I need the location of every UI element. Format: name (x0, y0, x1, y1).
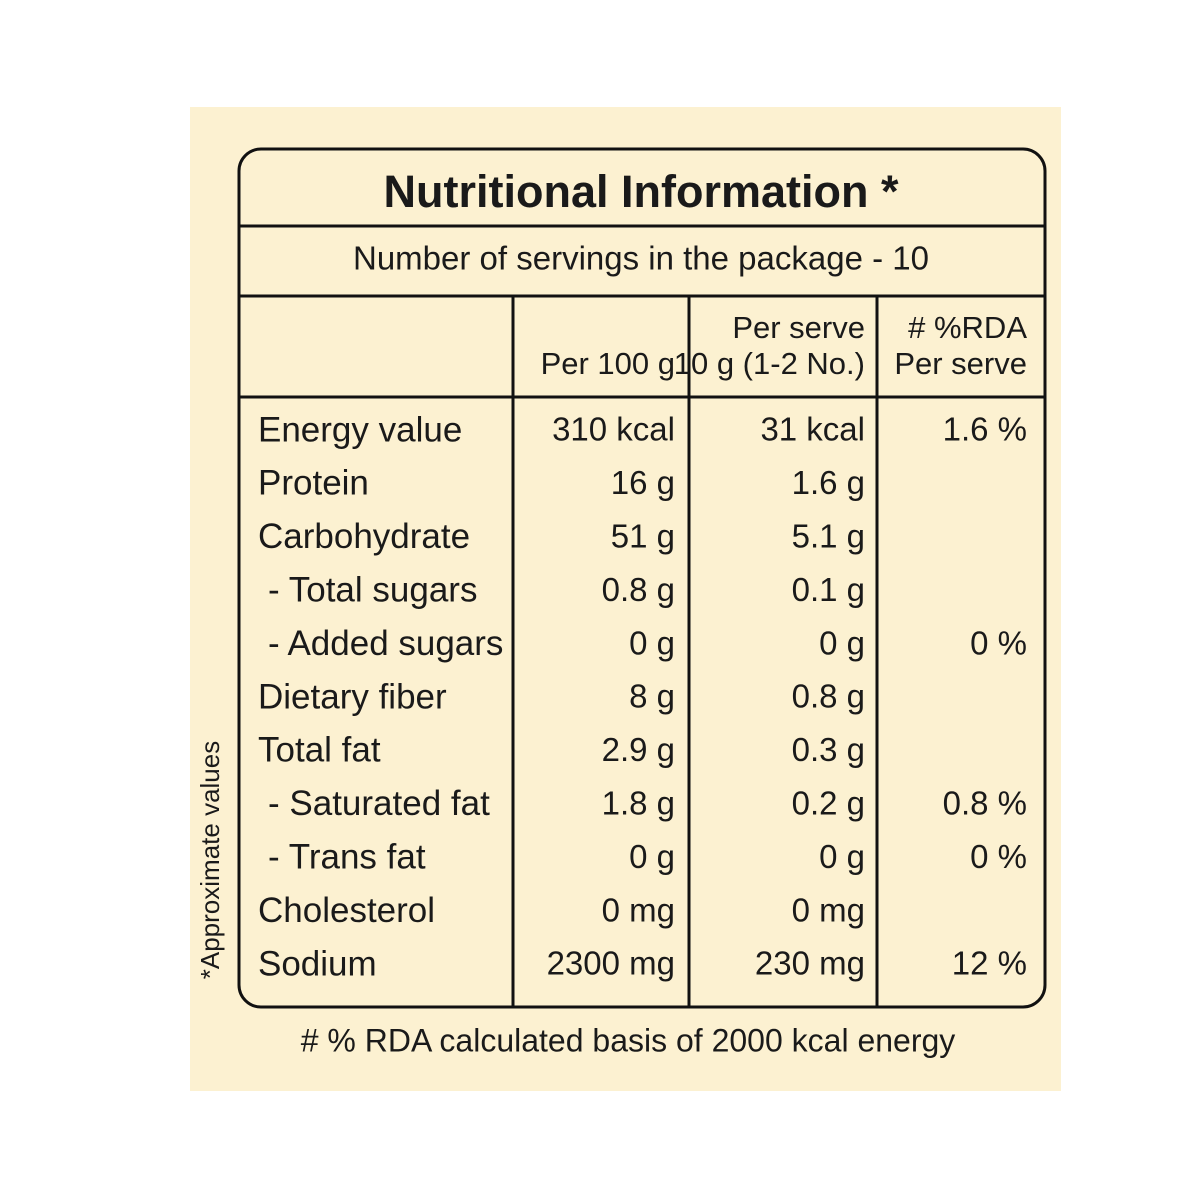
row-value: 310 kcal (552, 411, 675, 448)
row-value: 5.1 g (792, 518, 865, 555)
row-label: Energy value (258, 410, 462, 449)
row-value: 0 g (629, 838, 675, 875)
column-header: # %RDA (908, 310, 1027, 345)
column-header: Per 100 g (541, 346, 675, 381)
row-label: Cholesterol (258, 891, 435, 930)
row-value: 8 g (629, 678, 675, 715)
row-value: 2.9 g (602, 731, 675, 768)
row-value: 0.8 % (943, 785, 1027, 822)
row-label: - Added sugars (268, 624, 503, 663)
row-value: 0 % (970, 838, 1027, 875)
row-label: - Saturated fat (268, 784, 490, 823)
row-value: 0.2 g (792, 785, 865, 822)
row-value: 0 % (970, 624, 1027, 661)
row-label: Carbohydrate (258, 517, 470, 556)
row-value: 1.6 g (792, 464, 865, 501)
footnote: # % RDA calculated basis of 2000 kcal en… (301, 1022, 956, 1058)
row-value: 31 kcal (760, 411, 865, 448)
row-value: 0.3 g (792, 731, 865, 768)
row-value: 12 % (952, 945, 1027, 982)
row-value: 1.6 % (943, 411, 1027, 448)
row-value: 16 g (611, 464, 675, 501)
row-label: Dietary fiber (258, 677, 447, 716)
column-header: 10 g (1-2 No.) (674, 346, 865, 381)
row-label: - Trans fat (268, 837, 426, 876)
row-value: 0.1 g (792, 571, 865, 608)
row-label: Total fat (258, 731, 381, 770)
row-value: 0 mg (792, 891, 865, 928)
row-value: 0 g (819, 624, 865, 661)
row-label: Sodium (258, 944, 377, 983)
side-note: *Approximate values (195, 741, 225, 979)
row-value: 51 g (611, 518, 675, 555)
panel (190, 107, 1061, 1091)
row-value: 1.8 g (602, 785, 675, 822)
row-value: 0 mg (602, 891, 675, 928)
column-header: Per serve (894, 346, 1027, 381)
row-label: Protein (258, 464, 369, 503)
row-value: 0.8 g (792, 678, 865, 715)
row-value: 230 mg (755, 945, 865, 982)
column-header: Per serve (732, 310, 865, 345)
row-value: 0 g (819, 838, 865, 875)
row-label: - Total sugars (268, 570, 477, 609)
servings: Number of servings in the package - 10 (353, 240, 929, 277)
row-value: 0.8 g (602, 571, 675, 608)
title: Nutritional Information * (384, 166, 899, 217)
table-border (237, 147, 1047, 1009)
row-value: 0 g (629, 624, 675, 661)
row-value: 2300 mg (547, 945, 675, 982)
